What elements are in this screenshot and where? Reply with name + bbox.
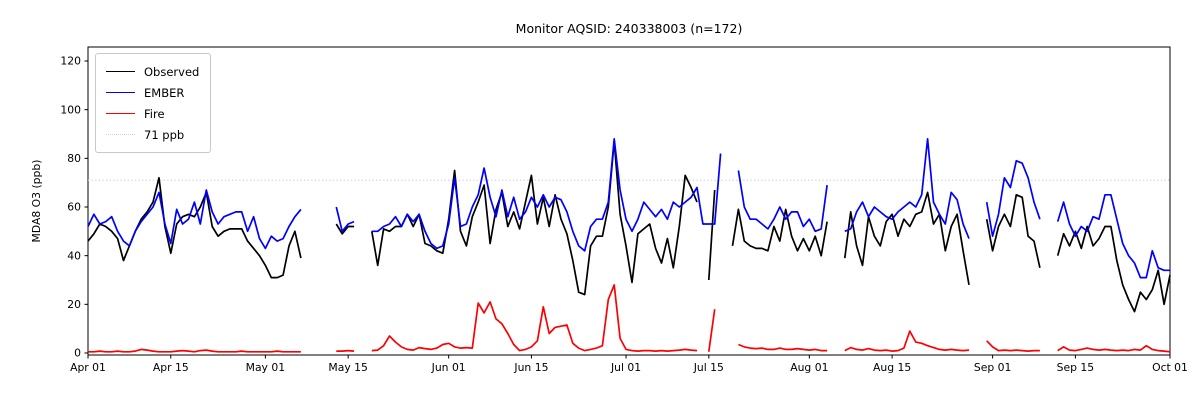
svg-text:Jun 15: Jun 15 <box>513 361 548 374</box>
legend: Observed EMBER Fire 71 ppb <box>95 53 212 153</box>
svg-text:0: 0 <box>74 347 81 360</box>
observed-line-sample <box>106 71 135 72</box>
svg-text:100: 100 <box>60 103 81 116</box>
svg-text:Jul 15: Jul 15 <box>693 361 724 374</box>
svg-text:Sep 15: Sep 15 <box>1057 361 1095 374</box>
svg-text:Apr 01: Apr 01 <box>70 361 106 374</box>
svg-text:120: 120 <box>60 55 81 68</box>
svg-text:Jul 01: Jul 01 <box>610 361 641 374</box>
legend-entry-fire: Fire <box>106 103 199 124</box>
svg-text:40: 40 <box>67 249 81 262</box>
legend-entry-ember: EMBER <box>106 82 199 103</box>
chart-title: Monitor AQSID: 240338003 (n=172) <box>515 21 743 36</box>
fire-line-sample <box>106 113 135 114</box>
svg-text:Apr 15: Apr 15 <box>153 361 189 374</box>
plot-lines <box>87 138 1171 353</box>
legend-entry-threshold: 71 ppb <box>106 124 199 145</box>
svg-text:20: 20 <box>67 298 81 311</box>
svg-text:Sep 01: Sep 01 <box>974 361 1012 374</box>
svg-text:Aug 15: Aug 15 <box>873 361 911 374</box>
svg-text:80: 80 <box>67 152 81 165</box>
svg-text:May 01: May 01 <box>246 361 286 374</box>
axes: 0 20 40 60 80 100 120 Apr 01 Apr 15 May 01 May 15 J… <box>60 46 1188 374</box>
threshold-line-sample <box>106 134 135 135</box>
ember-line-sample <box>106 92 135 93</box>
svg-text:Oct 01: Oct 01 <box>1152 361 1188 374</box>
y-axis-label: MDA8 O3 (ppb) <box>30 160 43 243</box>
svg-text:May 15: May 15 <box>328 361 368 374</box>
legend-entry-observed: Observed <box>106 61 199 82</box>
svg-text:Jun 01: Jun 01 <box>431 361 466 374</box>
svg-text:60: 60 <box>67 201 81 214</box>
svg-text:Aug 01: Aug 01 <box>790 361 828 374</box>
